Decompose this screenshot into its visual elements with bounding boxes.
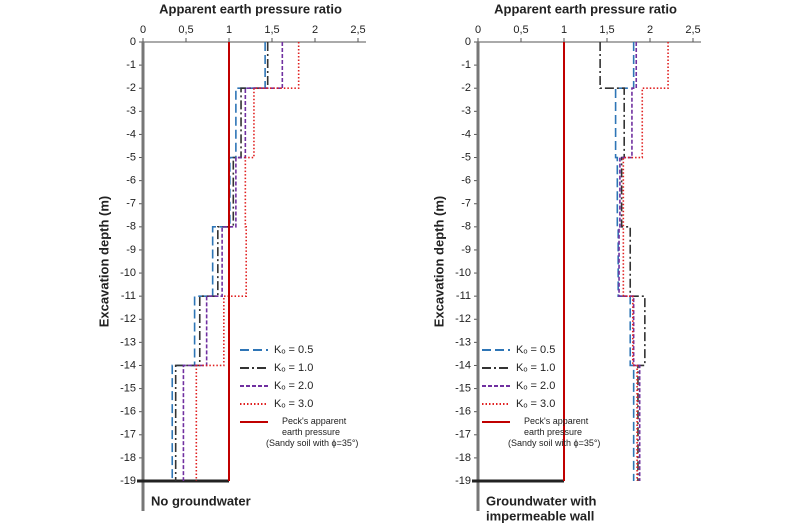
y-tick-label: -13 (455, 336, 471, 348)
chart-title: Apparent earth pressure ratio (159, 1, 342, 16)
x-tick-label: 1,5 (599, 24, 614, 36)
step-line (618, 42, 641, 481)
y-tick-label: -9 (461, 244, 471, 256)
y-tick-label: -10 (120, 267, 136, 279)
legend-label: Kₒ = 3.0 (516, 398, 555, 410)
y-tick-label: -7 (461, 198, 471, 210)
y-tick-label: -14 (120, 359, 136, 371)
y-tick-label: -2 (461, 82, 471, 94)
annotation: Groundwater with (486, 493, 597, 508)
y-tick-label: -5 (126, 151, 136, 163)
legend-label: Peck's apparent earth pressure (Sandy soil… (266, 416, 358, 448)
x-tick-label: 1 (561, 24, 567, 36)
y-axis-label: Excavation depth (m) (96, 196, 111, 327)
y-tick-label: -15 (455, 382, 471, 394)
y-tick-label: -3 (126, 105, 136, 117)
y-tick-label: 0 (465, 36, 471, 48)
y-tick-label: -8 (461, 221, 471, 233)
y-tick-label: -12 (455, 313, 471, 325)
x-tick-label: 2 (312, 24, 318, 36)
step-line (599, 42, 646, 481)
y-tick-label: -12 (120, 313, 136, 325)
legend-label: Peck's apparent earth pressure (Sandy soil… (508, 416, 600, 448)
y-tick-label: 0 (130, 36, 136, 48)
step-line (171, 42, 266, 481)
y-tick-label: -4 (461, 128, 471, 140)
x-tick-label: 2,5 (350, 24, 365, 36)
legend-label: Kₒ = 2.0 (274, 380, 313, 392)
legend-label: Kₒ = 1.0 (274, 362, 313, 374)
x-tick-label: 0 (140, 24, 146, 36)
x-tick-label: 2 (647, 24, 653, 36)
y-tick-label: -16 (120, 406, 136, 418)
legend-label: Kₒ = 0.5 (516, 344, 555, 356)
y-tick-label: -3 (461, 105, 471, 117)
legend-label: Kₒ = 3.0 (274, 398, 313, 410)
y-tick-label: -8 (126, 221, 136, 233)
step-line (182, 42, 284, 481)
annotation: No groundwater (151, 493, 251, 508)
x-tick-label: 0,5 (513, 24, 528, 36)
step-line (195, 42, 300, 481)
x-tick-label: 1,5 (264, 24, 279, 36)
y-tick-label: -18 (120, 452, 136, 464)
y-tick-label: -1 (126, 59, 136, 71)
step-line (614, 42, 635, 481)
x-tick-label: 2,5 (685, 24, 700, 36)
y-tick-label: -2 (126, 82, 136, 94)
y-tick-label: -6 (461, 175, 471, 187)
y-tick-label: -4 (126, 128, 136, 140)
chart-title: Apparent earth pressure ratio (494, 1, 677, 16)
y-tick-label: -1 (461, 59, 471, 71)
y-axis-label: Excavation depth (m) (431, 196, 446, 327)
y-tick-label: -19 (120, 475, 136, 487)
y-tick-label: -18 (455, 452, 471, 464)
y-tick-label: -7 (126, 198, 136, 210)
x-tick-label: 0 (475, 24, 481, 36)
y-tick-label: -9 (126, 244, 136, 256)
step-line (622, 42, 669, 481)
legend-label: Kₒ = 1.0 (516, 362, 555, 374)
y-tick-label: -10 (455, 267, 471, 279)
y-tick-label: -15 (120, 382, 136, 394)
y-tick-label: -6 (126, 175, 136, 187)
y-tick-label: -19 (455, 475, 471, 487)
y-tick-label: -17 (455, 429, 471, 441)
annotation: impermeable wall (486, 508, 594, 523)
y-tick-label: -17 (120, 429, 136, 441)
legend-label: Kₒ = 0.5 (274, 344, 313, 356)
legend-label: Kₒ = 2.0 (516, 380, 555, 392)
y-tick-label: -13 (120, 336, 136, 348)
y-tick-label: -11 (456, 290, 471, 302)
y-tick-label: -14 (455, 359, 471, 371)
y-tick-label: -5 (461, 151, 471, 163)
x-tick-label: 1 (226, 24, 232, 36)
y-tick-label: -16 (455, 406, 471, 418)
x-tick-label: 0,5 (178, 24, 193, 36)
y-tick-label: -11 (121, 290, 136, 302)
